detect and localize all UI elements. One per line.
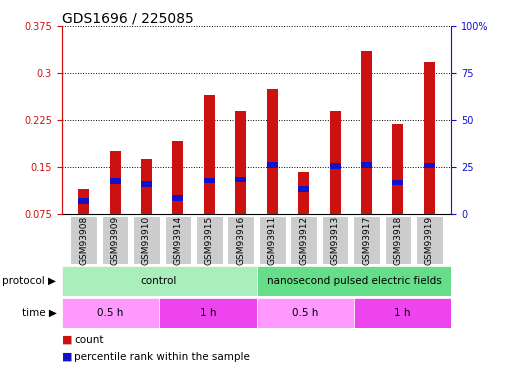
Bar: [329, 164, 341, 169]
FancyBboxPatch shape: [133, 216, 160, 264]
Text: GSM93912: GSM93912: [299, 215, 308, 265]
Text: protocol ▶: protocol ▶: [3, 276, 56, 286]
Text: GSM93914: GSM93914: [173, 215, 183, 265]
FancyBboxPatch shape: [62, 266, 256, 296]
Bar: [172, 195, 183, 201]
Bar: [424, 163, 435, 168]
Bar: [392, 180, 404, 185]
Text: 0.5 h: 0.5 h: [292, 308, 319, 318]
Text: GSM93918: GSM93918: [393, 215, 403, 265]
Bar: [172, 141, 183, 214]
Bar: [235, 111, 246, 214]
Text: ■: ■: [62, 335, 72, 345]
Bar: [267, 162, 278, 168]
Text: time ▶: time ▶: [22, 308, 56, 318]
Text: GSM93908: GSM93908: [79, 215, 88, 265]
Text: percentile rank within the sample: percentile rank within the sample: [74, 352, 250, 362]
Text: 0.5 h: 0.5 h: [97, 308, 124, 318]
FancyBboxPatch shape: [196, 216, 223, 264]
FancyBboxPatch shape: [353, 216, 380, 264]
Text: GSM93919: GSM93919: [425, 215, 434, 265]
Bar: [361, 51, 372, 214]
FancyBboxPatch shape: [256, 266, 451, 296]
FancyBboxPatch shape: [416, 216, 443, 264]
Bar: [78, 189, 89, 214]
Bar: [267, 89, 278, 214]
Bar: [392, 124, 404, 214]
Text: GSM93916: GSM93916: [236, 215, 245, 265]
Text: nanosecond pulsed electric fields: nanosecond pulsed electric fields: [267, 276, 441, 286]
FancyBboxPatch shape: [62, 298, 159, 328]
Text: GDS1696 / 225085: GDS1696 / 225085: [62, 11, 193, 25]
Bar: [141, 159, 152, 214]
FancyBboxPatch shape: [102, 216, 128, 264]
Bar: [298, 186, 309, 192]
Text: GSM93917: GSM93917: [362, 215, 371, 265]
Bar: [204, 95, 215, 214]
FancyBboxPatch shape: [256, 298, 354, 328]
Text: GSM93915: GSM93915: [205, 215, 214, 265]
Text: control: control: [141, 276, 177, 286]
Text: GSM93909: GSM93909: [110, 215, 120, 265]
FancyBboxPatch shape: [165, 216, 191, 264]
FancyBboxPatch shape: [70, 216, 97, 264]
Bar: [141, 181, 152, 187]
FancyBboxPatch shape: [322, 216, 348, 264]
Bar: [298, 172, 309, 214]
FancyBboxPatch shape: [159, 298, 256, 328]
Text: GSM93913: GSM93913: [330, 215, 340, 265]
Bar: [424, 62, 435, 214]
Text: count: count: [74, 335, 104, 345]
Bar: [109, 178, 121, 184]
Text: GSM93911: GSM93911: [268, 215, 277, 265]
Bar: [361, 162, 372, 168]
FancyBboxPatch shape: [227, 216, 254, 264]
FancyBboxPatch shape: [290, 216, 317, 264]
FancyBboxPatch shape: [385, 216, 411, 264]
Bar: [235, 177, 246, 182]
Text: GSM93910: GSM93910: [142, 215, 151, 265]
Text: 1 h: 1 h: [394, 308, 411, 318]
Bar: [329, 111, 341, 214]
Bar: [78, 198, 89, 204]
Bar: [204, 178, 215, 183]
Text: 1 h: 1 h: [200, 308, 216, 318]
Bar: [109, 151, 121, 214]
Text: ■: ■: [62, 352, 72, 362]
FancyBboxPatch shape: [354, 298, 451, 328]
FancyBboxPatch shape: [259, 216, 286, 264]
